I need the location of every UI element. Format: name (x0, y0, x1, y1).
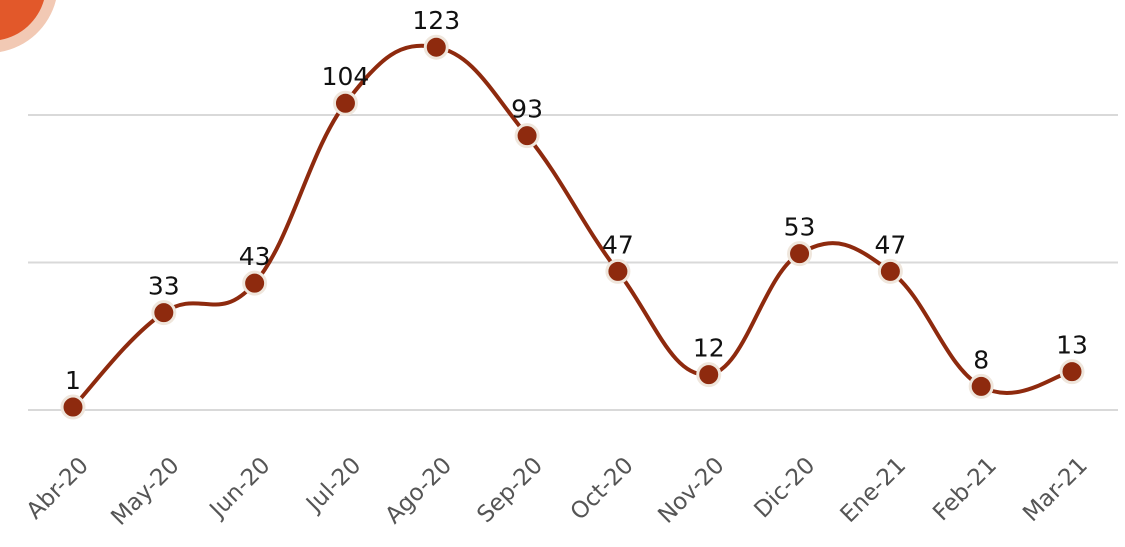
x-tick-label: Nov-20 (653, 452, 729, 528)
point (696, 362, 722, 388)
x-tick-label: Jul-20 (300, 452, 366, 518)
x-tick-label: Ago-20 (380, 452, 457, 529)
x-tick-label: Dic-20 (749, 452, 820, 523)
point (151, 300, 177, 326)
data-label: 104 (322, 62, 370, 91)
x-tick-label: Abr-20 (22, 452, 94, 524)
point (605, 258, 631, 284)
data-label: 1 (65, 366, 81, 395)
point (242, 270, 268, 296)
data-label: 47 (874, 230, 906, 259)
data-label: 43 (239, 242, 271, 271)
point (60, 394, 86, 420)
data-label: 13 (1056, 331, 1088, 360)
data-label: 93 (511, 95, 543, 124)
x-tick-label: Feb-21 (928, 452, 1002, 526)
point (423, 34, 449, 60)
decoration (0, 0, 44, 40)
data-label: 53 (784, 213, 816, 242)
x-tick-label: Oct-20 (566, 452, 639, 525)
point (787, 241, 813, 267)
data-label: 12 (693, 334, 725, 363)
x-tick-label: Ene-21 (836, 452, 912, 528)
x-tick-label: Sep-20 (472, 452, 548, 528)
point (332, 90, 358, 116)
point (877, 258, 903, 284)
point (1059, 359, 1085, 385)
data-label: 8 (973, 345, 989, 374)
data-label: 123 (412, 6, 460, 35)
x-tick-label: Jun-20 (204, 452, 276, 524)
point (514, 123, 540, 149)
data-label: 33 (148, 272, 180, 301)
line (71, 43, 1073, 409)
point (968, 373, 994, 399)
x-tick-label: Mar-21 (1018, 452, 1093, 527)
data-label: 47 (602, 230, 634, 259)
x-tick-label: May-20 (106, 452, 184, 530)
